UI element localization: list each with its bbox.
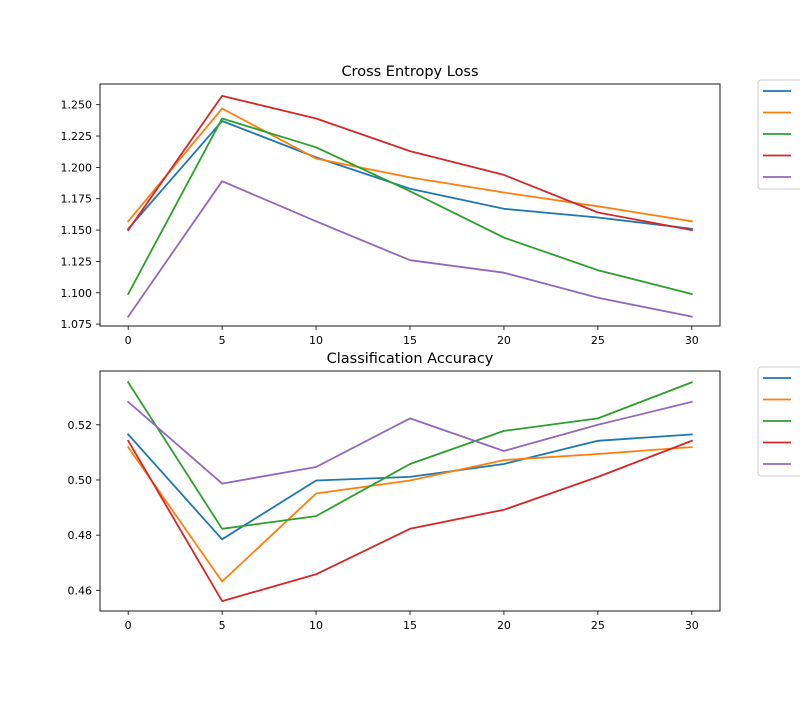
loss-y-tick-label: 1.250 <box>61 99 93 112</box>
loss-y-tick-label: 1.125 <box>61 255 93 268</box>
loss-y-tick-label: 1.075 <box>61 318 93 331</box>
loss-x-tick-label: 30 <box>685 334 699 347</box>
accuracy-y-tick-label: 0.46 <box>68 584 93 597</box>
loss-y-tick-label: 1.150 <box>61 224 93 237</box>
loss-y-tick-label: 1.225 <box>61 130 93 143</box>
loss-x-tick-label: 10 <box>309 334 323 347</box>
accuracy-x-tick-label: 15 <box>403 619 417 632</box>
loss-x-tick-label: 25 <box>591 334 605 347</box>
accuracy-y-tick-label: 0.48 <box>68 529 93 542</box>
accuracy-legend <box>758 367 800 476</box>
accuracy-y-tick-label: 0.52 <box>68 419 93 432</box>
loss-y-tick-label: 1.175 <box>61 193 93 206</box>
loss-y-tick-label: 1.200 <box>61 161 93 174</box>
loss-x-tick-label: 5 <box>219 334 226 347</box>
accuracy-x-tick-label: 5 <box>219 619 226 632</box>
accuracy-y-tick-label: 0.50 <box>68 474 93 487</box>
loss-y-tick-label: 1.100 <box>61 287 93 300</box>
loss-legend <box>758 80 800 189</box>
accuracy-chart-title: Classification Accuracy <box>327 351 494 367</box>
loss-x-tick-label: 15 <box>403 334 417 347</box>
loss-x-tick-label: 20 <box>497 334 511 347</box>
loss-chart-title: Cross Entropy Loss <box>341 64 478 80</box>
loss-x-tick-label: 0 <box>125 334 132 347</box>
accuracy-x-tick-label: 0 <box>125 619 132 632</box>
accuracy-x-tick-label: 10 <box>309 619 323 632</box>
accuracy-x-tick-label: 30 <box>685 619 699 632</box>
accuracy-x-tick-label: 20 <box>497 619 511 632</box>
accuracy-x-tick-label: 25 <box>591 619 605 632</box>
